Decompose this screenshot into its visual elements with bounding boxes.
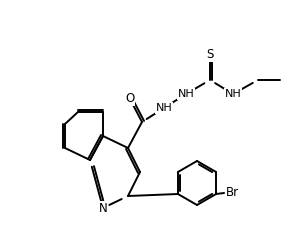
Text: NH: NH <box>178 89 195 99</box>
Text: Br: Br <box>226 186 239 200</box>
Text: NH: NH <box>225 89 241 99</box>
Text: S: S <box>206 49 214 61</box>
Text: NH: NH <box>156 103 172 113</box>
Text: O: O <box>125 92 135 105</box>
Text: N: N <box>98 202 107 214</box>
